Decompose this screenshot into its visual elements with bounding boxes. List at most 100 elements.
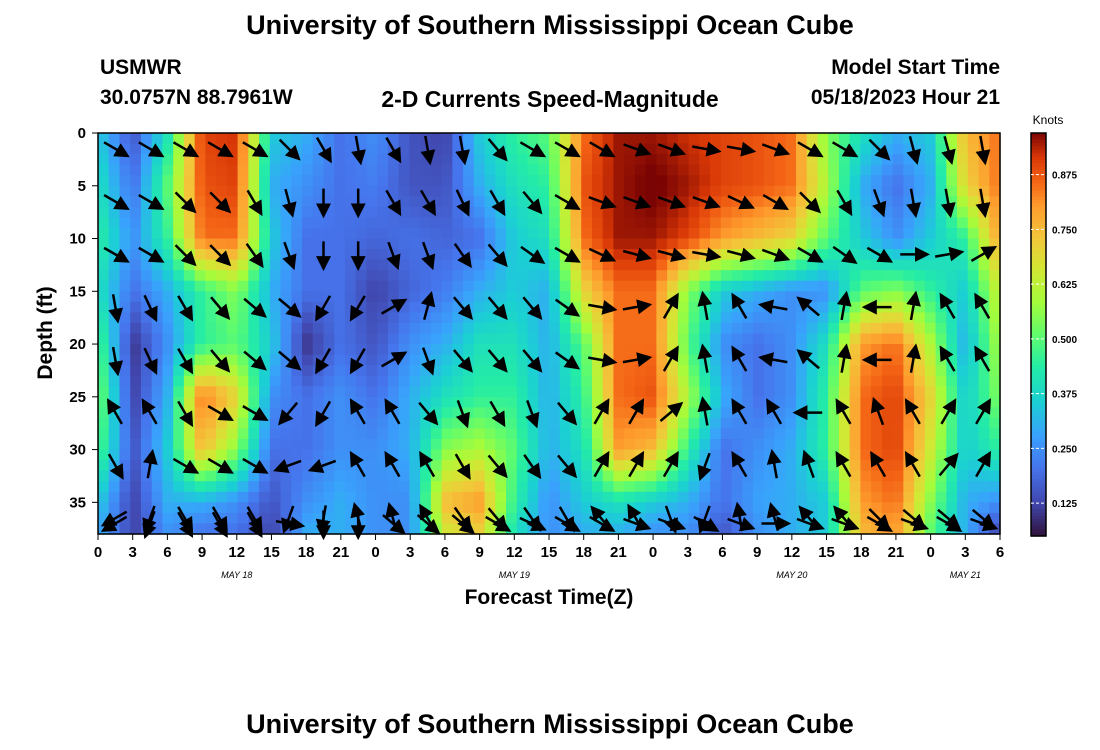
heatmap-cell <box>967 481 980 493</box>
heatmap-cell <box>763 470 776 482</box>
heatmap-cell <box>613 523 625 535</box>
heatmap-cell <box>924 217 937 229</box>
heatmap-cell <box>881 396 894 408</box>
heatmap-cell <box>591 217 604 229</box>
heatmap-cell <box>613 386 625 398</box>
current-vector-arrow <box>588 300 618 315</box>
heatmap-cell <box>731 386 743 398</box>
heatmap-cell <box>656 491 668 503</box>
heatmap-cell <box>710 133 722 145</box>
current-vector-arrow <box>657 142 687 157</box>
heatmap-cell <box>130 523 142 535</box>
heatmap-cell <box>677 154 690 166</box>
heatmap-cell <box>430 259 443 271</box>
x-tick-label: 21 <box>610 544 627 561</box>
heatmap-cell <box>130 460 142 472</box>
colorbar-segment <box>1031 190 1046 195</box>
heatmap-cell <box>677 322 690 335</box>
heatmap-cell <box>881 291 894 303</box>
heatmap-cell <box>108 502 121 514</box>
heatmap-cell <box>205 185 217 197</box>
heatmap-cell <box>645 270 657 282</box>
x-tick-label: 0 <box>371 544 379 561</box>
heatmap-cell <box>591 386 604 398</box>
heatmap-cell <box>914 365 926 377</box>
heatmap-cell <box>860 259 872 271</box>
heatmap-cell <box>720 354 733 366</box>
current-vector-arrow <box>623 516 652 532</box>
heatmap-cell <box>892 386 904 398</box>
heatmap-cell <box>398 217 411 229</box>
current-vector-arrow <box>726 141 757 157</box>
heatmap-cell <box>817 333 829 345</box>
heatmap-cell <box>613 291 625 303</box>
current-vector-arrow <box>906 343 921 373</box>
heatmap-cell <box>344 154 357 166</box>
current-vector-arrow <box>384 398 401 425</box>
heatmap-cell <box>387 291 400 303</box>
current-vector-arrow <box>974 292 991 320</box>
heatmap-cell <box>677 354 690 366</box>
heatmap-cell <box>688 460 700 472</box>
colorbar-segment <box>1031 159 1046 164</box>
heatmap-cell <box>817 196 829 208</box>
heatmap-cell <box>731 417 743 430</box>
heatmap-cell <box>398 333 411 345</box>
heatmap-cell <box>151 344 164 356</box>
heatmap-cell <box>140 365 153 377</box>
heatmap-cell <box>710 259 722 271</box>
heatmap-cell <box>280 491 292 503</box>
heatmap-cell <box>634 502 647 514</box>
heatmap-cell <box>914 354 926 366</box>
current-vector-arrow <box>278 297 302 318</box>
heatmap-cell <box>667 386 679 398</box>
current-vector-arrow <box>588 352 618 368</box>
heatmap-cell <box>581 523 593 535</box>
heatmap-cell <box>269 344 282 356</box>
heatmap-cell <box>334 375 346 387</box>
heatmap-cell <box>194 270 206 282</box>
heatmap-cell <box>409 481 421 493</box>
heatmap-cell <box>280 365 292 377</box>
heatmap-cell <box>688 386 700 398</box>
colorbar-segment <box>1031 512 1046 517</box>
heatmap-cell <box>527 386 539 398</box>
heatmap-cell <box>452 386 464 398</box>
heatmap-cell <box>634 375 647 387</box>
heatmap-cell <box>516 280 529 292</box>
heatmap-cell <box>645 175 657 187</box>
heatmap-cell <box>881 185 894 197</box>
heatmap-cell <box>119 322 131 335</box>
heatmap-cell <box>967 344 980 356</box>
heatmap-cell <box>377 470 389 482</box>
heatmap-cell <box>473 460 486 472</box>
heatmap-cell <box>119 407 131 419</box>
heatmap-cell <box>817 175 829 187</box>
current-vector-arrow <box>522 296 543 320</box>
heatmap-cell <box>538 502 550 514</box>
heatmap-cell <box>581 185 593 197</box>
heatmap-cell <box>914 333 926 345</box>
colorbar-segment <box>1031 186 1046 191</box>
heatmap-cell <box>516 164 529 176</box>
heatmap-cell <box>355 365 368 377</box>
heatmap-cell <box>398 259 411 271</box>
heatmap-cell <box>420 481 432 493</box>
heatmap-cell <box>398 417 411 430</box>
heatmap-cell <box>302 407 314 419</box>
heatmap-cell <box>838 428 851 440</box>
heatmap-cell <box>430 196 443 208</box>
heatmap-cell <box>860 449 872 461</box>
heatmap-cell <box>259 470 271 482</box>
heatmap-cell <box>291 417 303 430</box>
heatmap-cell <box>656 133 668 145</box>
heatmap-cell <box>838 375 851 387</box>
current-vector-arrow <box>974 345 991 372</box>
colorbar-segment <box>1031 371 1046 376</box>
heatmap-cell <box>914 502 926 514</box>
heatmap-cell <box>130 344 142 356</box>
heatmap-cell <box>441 280 453 292</box>
heatmap-cell <box>269 333 282 345</box>
heatmap-cell <box>355 470 368 482</box>
heatmap-cell <box>506 227 518 240</box>
